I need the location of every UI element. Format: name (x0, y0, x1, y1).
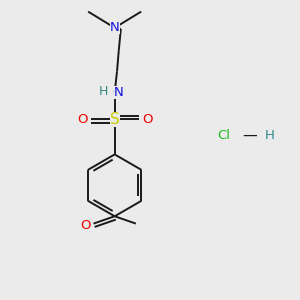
Text: Cl: Cl (217, 129, 230, 142)
Text: O: O (77, 112, 88, 126)
Text: O: O (142, 112, 152, 126)
Text: H: H (264, 129, 274, 142)
Text: H: H (99, 85, 108, 98)
Text: N: N (114, 86, 124, 99)
Text: N: N (110, 21, 119, 34)
Text: S: S (110, 112, 119, 127)
Text: —: — (243, 128, 257, 143)
Text: O: O (80, 220, 91, 232)
